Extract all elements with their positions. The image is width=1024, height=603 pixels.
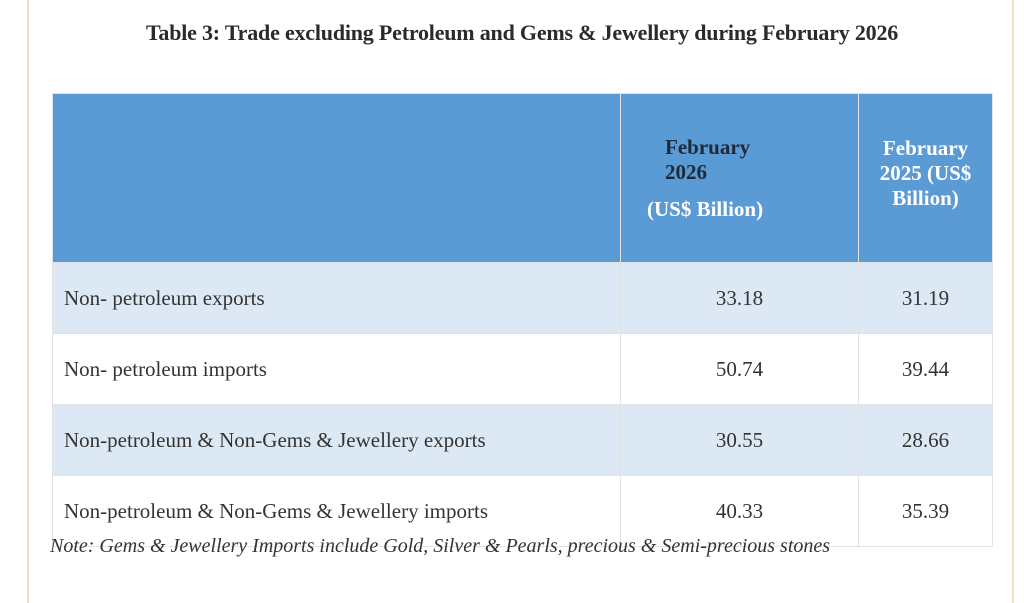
value-feb-2026: 50.74 xyxy=(620,333,859,405)
table-row: Non- petroleum imports 50.74 39.44 xyxy=(52,333,993,405)
value-feb-2026: 30.55 xyxy=(620,404,859,476)
header-feb-2026: February 2026 (US$ Billion) xyxy=(620,93,859,263)
header-feb-2025-label: February 2025 (US$ Billion) xyxy=(879,136,972,210)
row-label: Non- petroleum exports xyxy=(52,262,621,334)
value-feb-2026: 33.18 xyxy=(620,262,859,334)
table-note: Note: Gems & Jewellery Imports include G… xyxy=(50,535,831,557)
header-row: February 2026 (US$ Billion) February 202… xyxy=(52,93,993,263)
header-feb-2025: February 2025 (US$ Billion) xyxy=(858,93,993,263)
row-label: Non- petroleum imports xyxy=(52,333,621,405)
header-blank xyxy=(52,93,621,263)
value-feb-2026: 40.33 xyxy=(620,475,859,547)
page-frame xyxy=(27,0,1014,603)
row-label: Non-petroleum & Non-Gems & Jewellery exp… xyxy=(52,404,621,476)
header-feb-2026-label: February 2026 xyxy=(665,134,751,184)
header-feb-2026-unit: (US$ Billion) xyxy=(647,196,764,221)
table-row: Non-petroleum & Non-Gems & Jewellery exp… xyxy=(52,404,993,476)
value-feb-2025: 35.39 xyxy=(858,475,993,547)
value-feb-2025: 31.19 xyxy=(858,262,993,334)
table-title: Table 3: Trade excluding Petroleum and G… xyxy=(145,20,899,45)
table-row: Non-petroleum & Non-Gems & Jewellery imp… xyxy=(52,475,993,547)
row-label: Non-petroleum & Non-Gems & Jewellery imp… xyxy=(52,475,621,547)
table-row: Non- petroleum exports 33.18 31.19 xyxy=(52,262,993,334)
trade-table: February 2026 (US$ Billion) February 202… xyxy=(52,93,993,547)
value-feb-2025: 28.66 xyxy=(858,404,993,476)
value-feb-2025: 39.44 xyxy=(858,333,993,405)
